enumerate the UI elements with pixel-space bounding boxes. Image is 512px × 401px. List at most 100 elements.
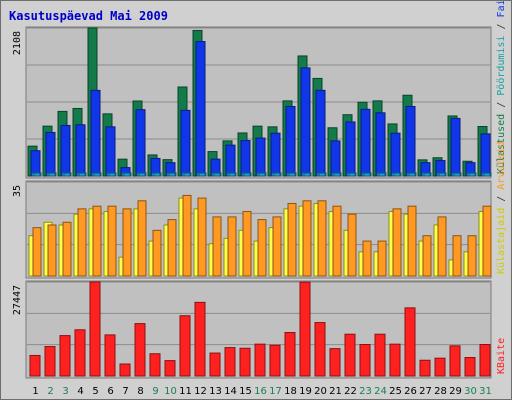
pages-bar [240, 140, 251, 177]
hosts-bar [437, 216, 447, 277]
side-label-middle: Külastajaid / Arvuteid [496, 142, 507, 274]
pages-bar [75, 124, 86, 177]
pages-bar [375, 112, 386, 177]
kbytes-bar [179, 315, 191, 377]
requests-bar [303, 172, 311, 177]
requests-bar [378, 172, 386, 177]
kbytes-bar [209, 352, 221, 377]
x-tick-label: 25 [389, 386, 402, 397]
x-tick-label: 23 [359, 386, 372, 397]
kbytes-bar [89, 281, 101, 377]
x-tick-label: 14 [224, 386, 237, 397]
kbytes-bar [479, 343, 491, 377]
pages-bar [315, 89, 326, 177]
x-tick-label: 13 [209, 386, 222, 397]
hosts-bar [242, 211, 252, 277]
kbytes-bar [119, 363, 131, 377]
requests-bar [258, 172, 266, 177]
x-tick-label: 5 [92, 386, 98, 397]
requests-bar [153, 172, 161, 177]
requests-bar [78, 172, 86, 177]
hosts-bar [77, 208, 87, 277]
x-tick-label: 30 [464, 386, 477, 397]
x-tick-label: 21 [329, 386, 342, 397]
x-tick-label: 10 [164, 386, 177, 397]
hosts-bar [107, 205, 117, 277]
kbytes-bar [254, 343, 266, 377]
requests-bar [423, 172, 431, 177]
x-tick-label: 22 [344, 386, 357, 397]
pages-bar [225, 144, 236, 177]
kbytes-bar [419, 359, 431, 377]
hosts-bar [122, 208, 132, 277]
requests-bar [228, 172, 236, 177]
hosts-bar [302, 200, 312, 277]
kbytes-bar [374, 333, 386, 377]
hosts-bar [197, 197, 207, 277]
side-label-part: Arvuteid [496, 142, 507, 190]
hosts-bar [272, 216, 282, 277]
kbytes-bar [224, 347, 236, 377]
kbytes-bar [164, 360, 176, 377]
x-tick-label: 7 [122, 386, 128, 397]
pages-bar [105, 126, 116, 177]
x-tick-label: 8 [137, 386, 143, 397]
kbytes-bar [239, 347, 251, 377]
requests-bar [393, 172, 401, 177]
hosts-bar [332, 205, 342, 277]
requests-bar [453, 172, 461, 177]
requests-bar [138, 172, 146, 177]
pages-bar [330, 140, 341, 177]
hosts-bar [452, 235, 462, 277]
hosts-bar [467, 235, 477, 277]
requests-bar [108, 172, 116, 177]
x-tick-label: 12 [194, 386, 207, 397]
pages-bar [450, 117, 461, 177]
hosts-bar [47, 224, 57, 277]
kbytes-bar [434, 357, 446, 377]
x-tick-label: 16 [254, 386, 267, 397]
hosts-bar [227, 216, 237, 277]
requests-bar [333, 172, 341, 177]
requests-bar [363, 172, 371, 177]
x-tick-label: 17 [269, 386, 282, 397]
x-tick-label: 19 [299, 386, 312, 397]
pages-bar [405, 105, 416, 177]
pages-bar [30, 150, 41, 177]
x-tick-label: 18 [284, 386, 297, 397]
kbytes-bar [329, 348, 341, 377]
x-tick-label: 15 [239, 386, 252, 397]
kbytes-bar [389, 343, 401, 377]
kbytes-bar [104, 334, 116, 377]
hosts-bar [32, 227, 42, 277]
hosts-bar [347, 213, 357, 277]
requests-bar [483, 172, 491, 177]
chart-title: Kasutuspäevad Mai 2009 [9, 9, 168, 23]
pages-bar [300, 67, 311, 177]
pages-bar [60, 124, 71, 177]
hosts-bar [422, 235, 432, 277]
kbytes-bar [344, 333, 356, 377]
side-label-part: Pöördumisi [496, 36, 507, 96]
x-tick-label: 31 [479, 386, 492, 397]
requests-bar [318, 172, 326, 177]
side-label-part: Külastajaid [496, 208, 507, 274]
requests-bar [273, 172, 281, 177]
kbytes-bar [74, 329, 86, 377]
requests-bar [93, 172, 101, 177]
requests-bar [408, 172, 416, 177]
hosts-bar [92, 205, 102, 277]
y-max-label-top: 2108 [12, 31, 23, 55]
hosts-bar [62, 221, 72, 277]
x-tick-label: 9 [152, 386, 158, 397]
kbytes-bar [269, 344, 281, 377]
x-tick-label: 2 [47, 386, 53, 397]
requests-bar [468, 172, 476, 177]
kbytes-bar [134, 323, 146, 377]
x-tick-label: 6 [107, 386, 113, 397]
hosts-bar [152, 229, 162, 277]
hosts-bar [212, 216, 222, 277]
requests-bar [348, 172, 356, 177]
pages-bar [390, 132, 401, 177]
y-max-label-bottom: 27447 [12, 285, 23, 315]
